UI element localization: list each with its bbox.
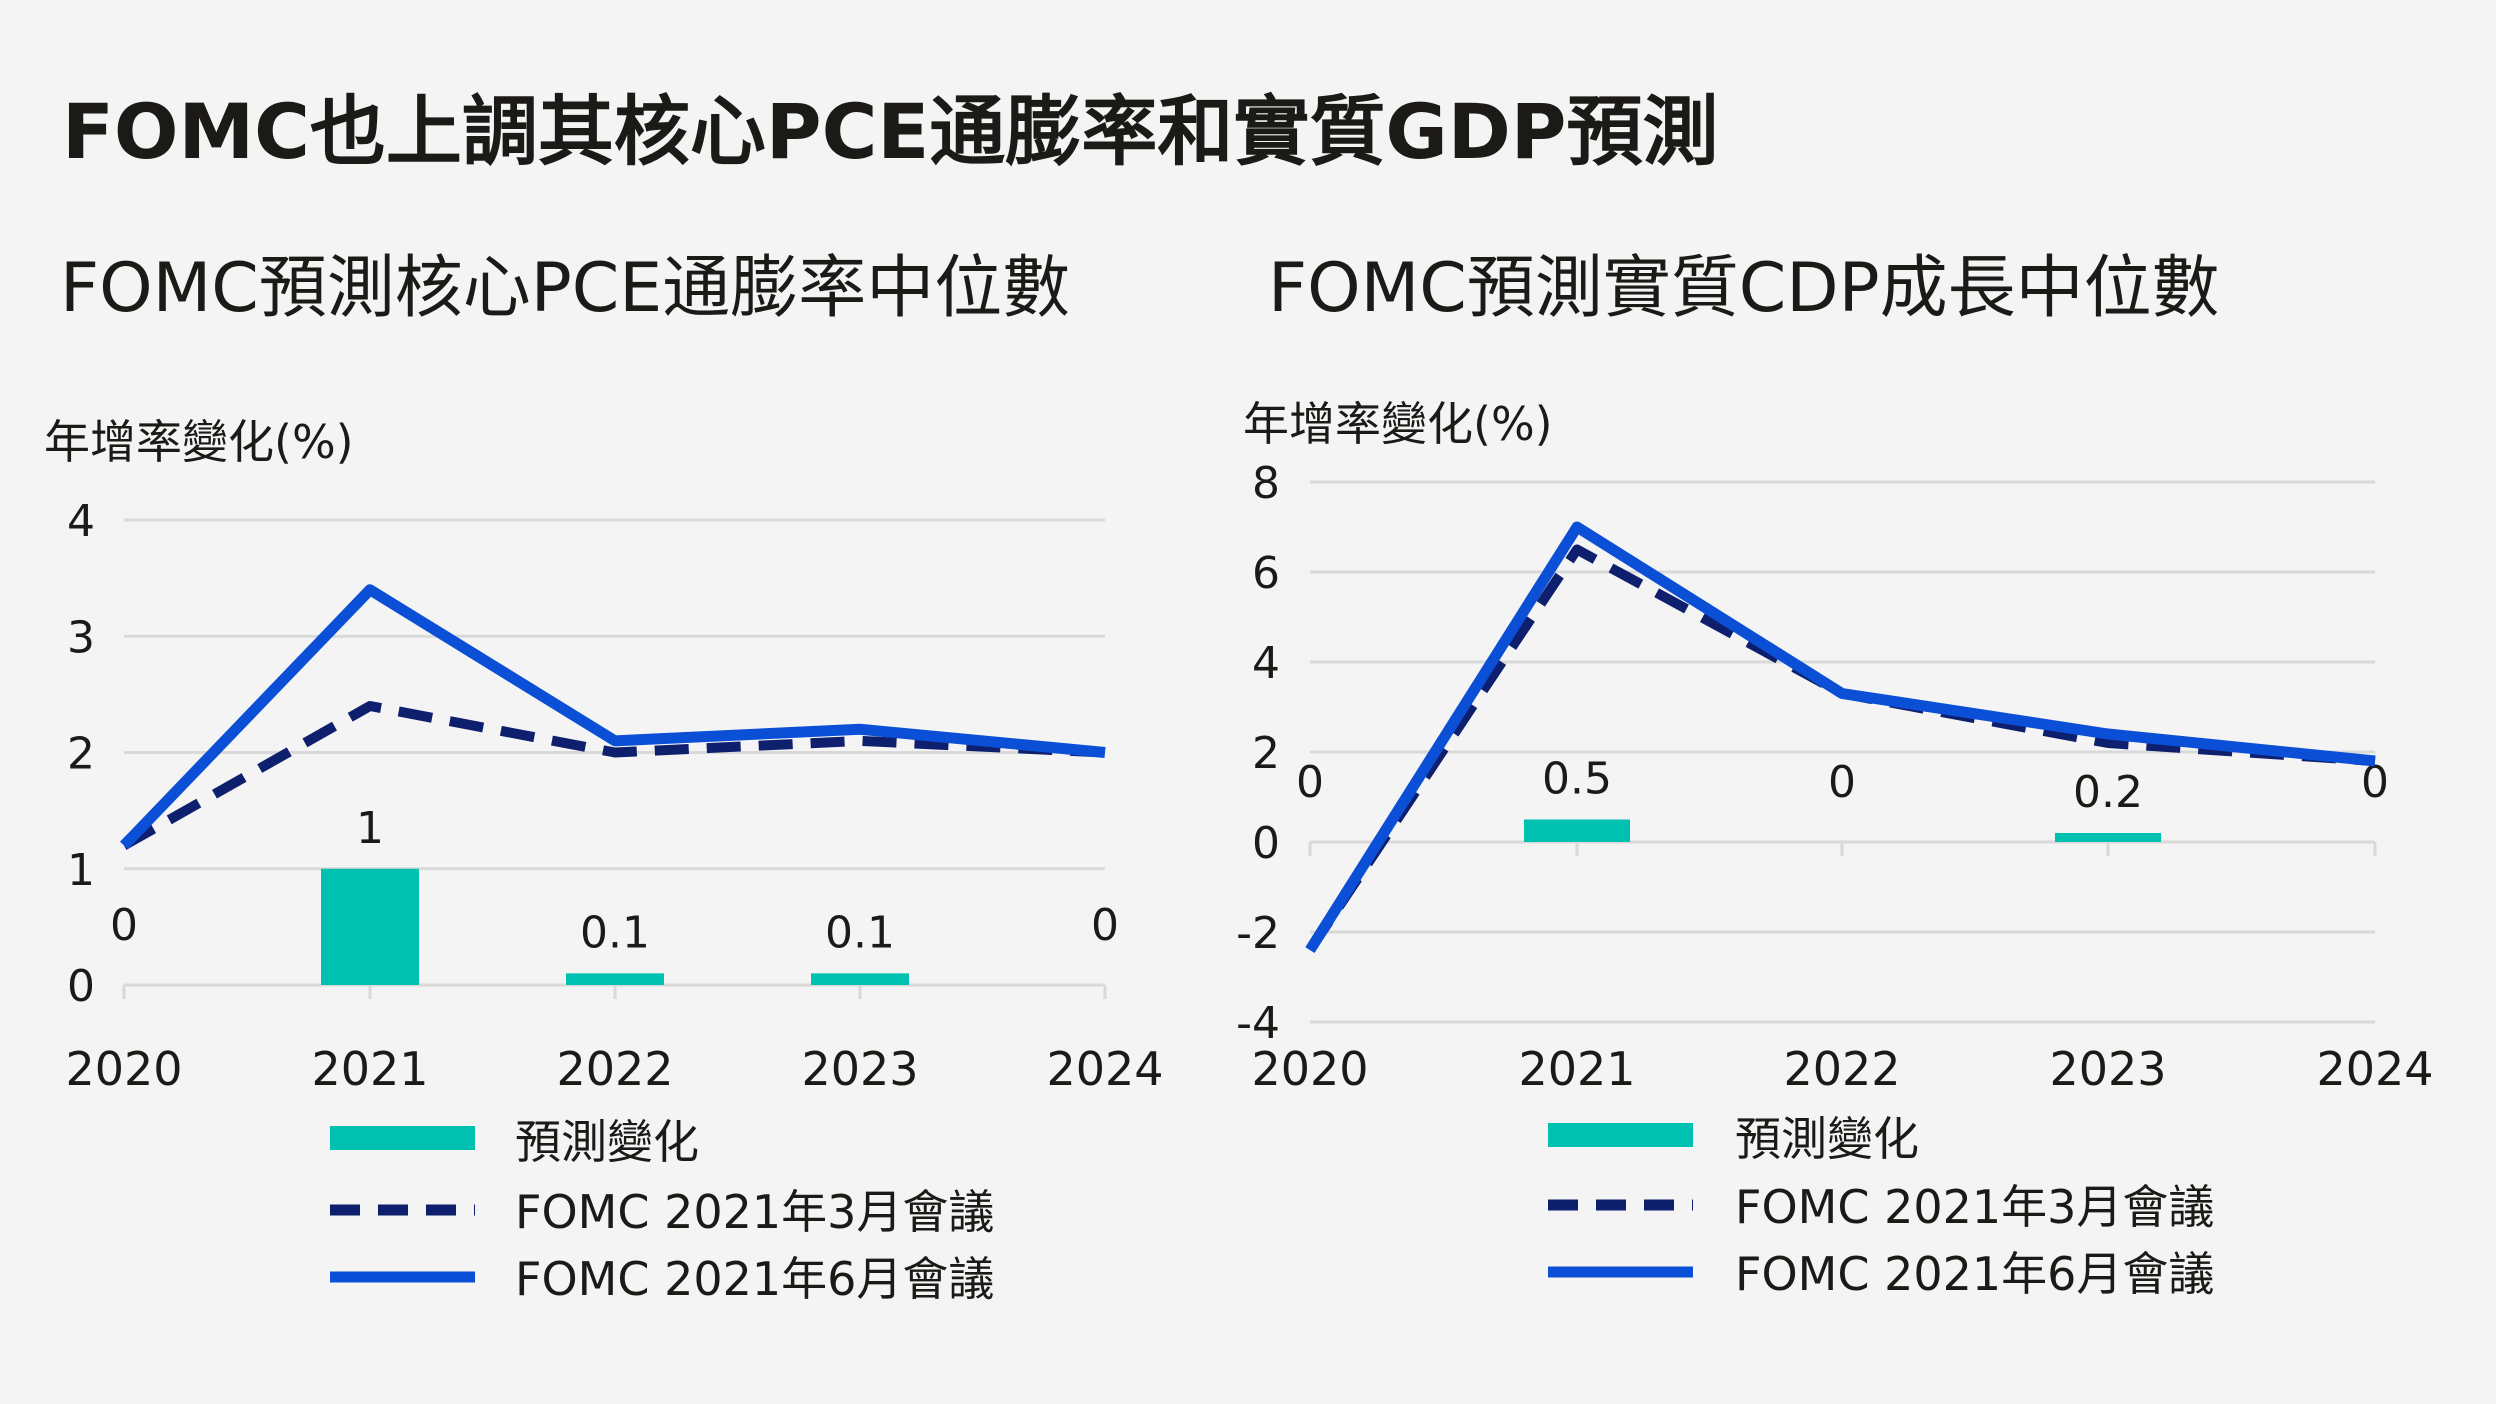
gdp-y-axis-label: 年增率變化(%) [1243,397,1553,451]
gdp-y-tick-label: -2 [1236,908,1280,959]
gdp-x-tick-label: 2022 [1783,1042,1900,1096]
pce-x-tick-label: 2021 [311,1042,428,1096]
pce-y-tick-label: 3 [67,612,95,663]
pce-bar-2023 [811,973,909,985]
pce-bar-label: 1 [356,803,384,854]
pce-y-tick-label: 0 [67,961,95,1012]
gdp-legend-label: FOMC 2021年3月會議 [1735,1180,2214,1234]
gdp-y-tick-label: 8 [1252,458,1280,509]
gdp-bar-2021 [1524,819,1630,842]
gdp-legend-label: FOMC 2021年6月會議 [1735,1247,2214,1301]
gdp-legend-bar-swatch [1548,1123,1693,1147]
gdp-bar-2023 [2055,833,2161,842]
pce-y-tick-label: 2 [67,729,95,780]
gdp-bar-label: 0.2 [2073,767,2143,818]
pce-x-tick-label: 2024 [1046,1042,1163,1096]
gdp-x-tick-label: 2021 [1518,1042,1635,1096]
pce-x-tick-label: 2022 [556,1042,673,1096]
pce-bar-2021 [321,868,419,985]
gdp-legend-label: 預測變化 [1735,1112,1919,1166]
pce-bar-2022 [566,973,664,985]
pce-line-march-2021 [121,701,1106,850]
gdp-y-tick-label: 6 [1252,548,1280,599]
pce-legend-label: 預測變化 [515,1115,699,1169]
pce-y-tick-label: 1 [67,845,95,896]
chart-title-gdp: FOMC預測實質CDP成長中位數 [1268,249,2220,328]
gdp-bar-label: 0 [1828,757,1856,808]
pce-y-tick-label: 4 [67,496,95,547]
gdp-y-tick-label: 4 [1252,638,1280,689]
pce-y-axis-label: 年增率變化(%) [44,415,354,469]
pce-bar-label: 0 [1091,900,1119,951]
gdp-x-tick-label: 2020 [1251,1042,1368,1096]
pce-x-tick-label: 2020 [65,1042,182,1096]
pce-line-june-2021 [120,584,1106,850]
page-title: FOMC也上調其核心PCE通膨率和實質GDP預測 [62,87,1719,176]
gdp-y-tick-label: -4 [1236,998,1280,1049]
pce-legend-label: FOMC 2021年6月會議 [515,1252,994,1306]
pce-legend-bar-swatch [330,1126,475,1150]
chart-title-pce: FOMC預測核心PCE通膨率中位數 [60,249,1071,328]
pce-bar-label: 0.1 [825,907,895,958]
gdp-y-tick-label: 2 [1252,728,1280,779]
pce-x-tick-label: 2023 [801,1042,918,1096]
pce-bar-label: 0.1 [580,907,650,958]
pce-legend-label: FOMC 2021年3月會議 [515,1185,994,1239]
pce-bar-label: 0 [110,900,138,951]
gdp-x-tick-label: 2023 [2049,1042,2166,1096]
gdp-line-june-2021 [1305,521,2376,953]
gdp-bar-label: 0 [1296,757,1324,808]
gdp-bar-label: 0.5 [1542,754,1612,805]
gdp-x-tick-label: 2024 [2316,1042,2433,1096]
gdp-y-tick-label: 0 [1252,818,1280,869]
